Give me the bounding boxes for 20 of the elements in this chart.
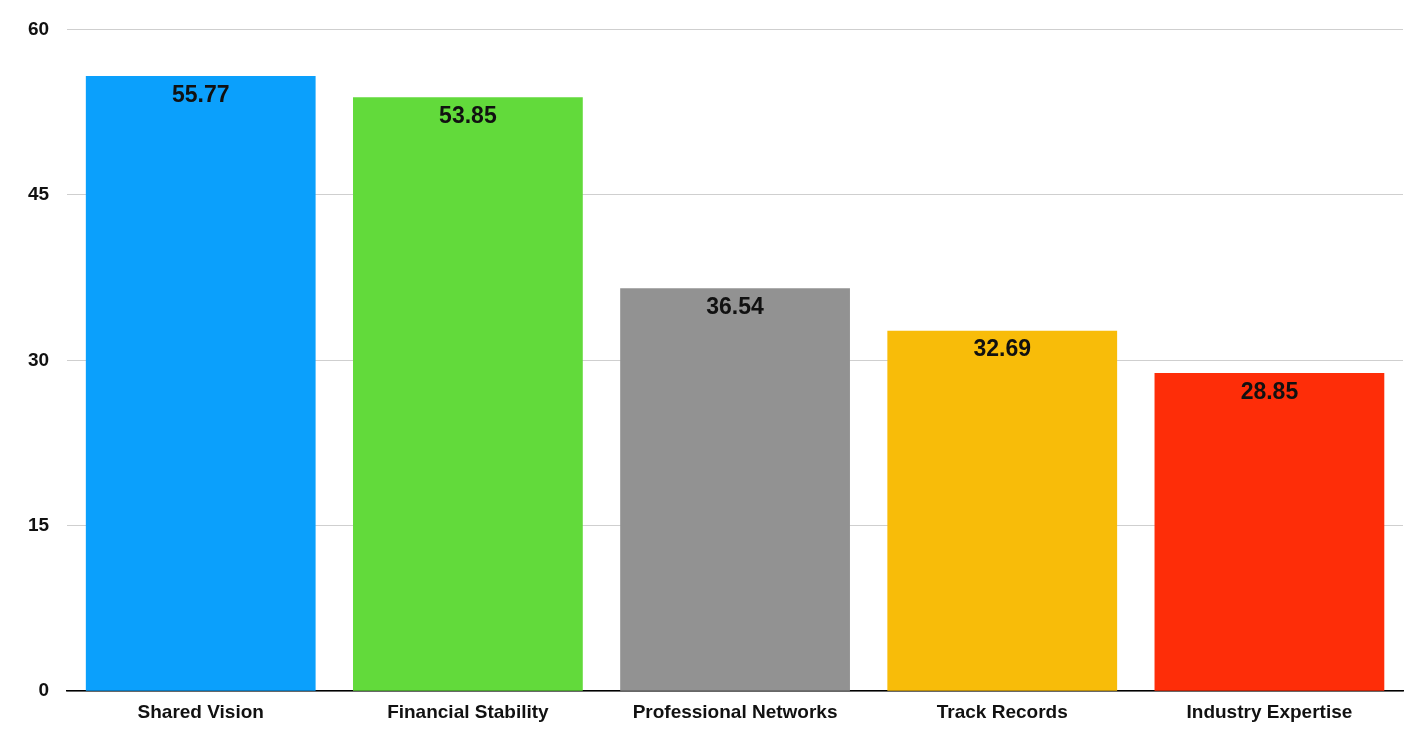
- bar: [887, 330, 1118, 691]
- y-tick-label: 0: [38, 679, 50, 701]
- x-tick-label: Financial Stability: [387, 700, 550, 722]
- y-tick-label: 45: [27, 183, 50, 205]
- y-tick-label: 60: [27, 17, 50, 39]
- x-tick-label: Industry Expertise: [1186, 700, 1353, 722]
- x-tick-label: Professional Networks: [632, 700, 838, 722]
- y-tick-label: 15: [27, 513, 50, 535]
- bar: [1154, 372, 1385, 691]
- x-tick-label: Track Records: [936, 700, 1068, 722]
- bar: [353, 97, 583, 691]
- y-tick-label: 30: [27, 348, 50, 370]
- data-label: 28.85: [1240, 377, 1299, 404]
- data-label: 32.69: [973, 335, 1032, 362]
- bar: [85, 76, 316, 691]
- data-label: 55.77: [171, 80, 230, 107]
- data-label: 53.85: [439, 102, 497, 129]
- x-tick-label: Shared Vision: [137, 700, 264, 722]
- data-label: 36.54: [706, 293, 765, 320]
- bar: [620, 288, 850, 691]
